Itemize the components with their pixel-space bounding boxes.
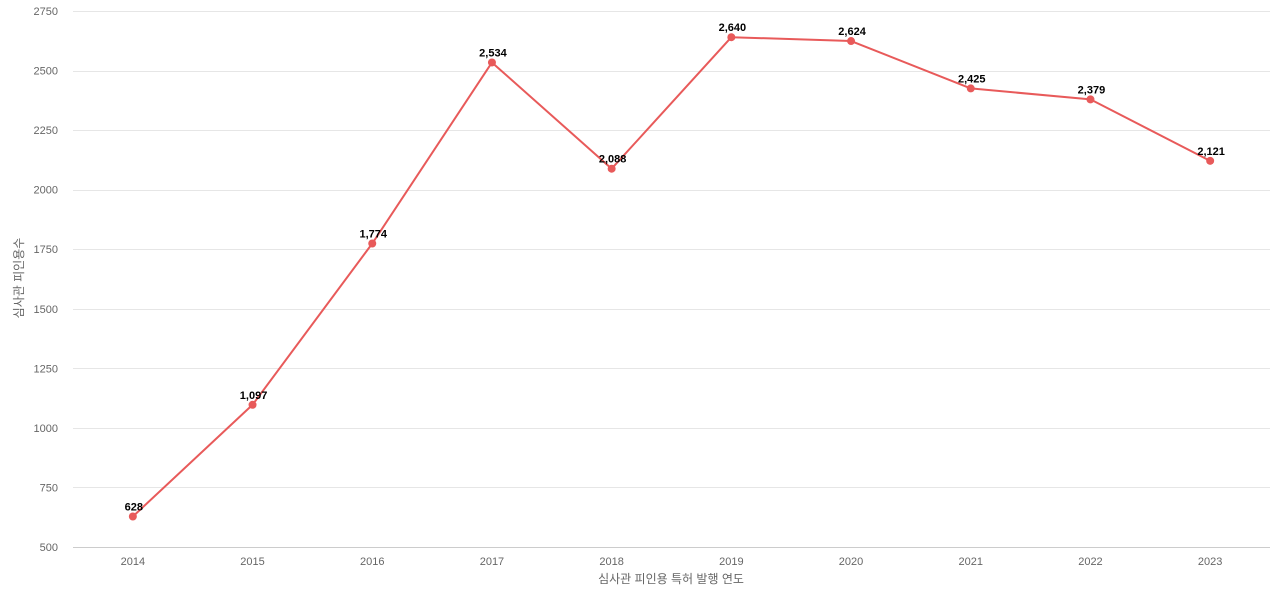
y-axis-title: 심사관 피인용수 [12, 238, 26, 319]
x-tick-label: 2022 [1078, 556, 1102, 568]
data-label: 628 [125, 502, 143, 514]
y-tick-label: 1250 [34, 363, 58, 375]
y-tick-label: 1750 [34, 244, 58, 256]
data-label: 2,640 [719, 22, 747, 34]
data-point[interactable] [128, 512, 137, 521]
x-axis-title: 심사관 피인용 특허 발행 연도 [598, 571, 744, 586]
data-point[interactable] [727, 33, 736, 42]
x-tick-label: 2018 [599, 556, 623, 568]
y-axis-ticks: 500 750 1000 1250 1500 1750 2000 2250 2500 2750 [34, 6, 58, 554]
data-point[interactable] [966, 84, 975, 93]
x-tick-label: 2015 [240, 556, 264, 568]
x-tick-label: 2014 [121, 556, 145, 568]
y-tick-label: 2250 [34, 125, 58, 137]
data-label: 2,624 [838, 26, 866, 38]
data-label: 2,088 [599, 154, 627, 166]
data-point[interactable] [1206, 156, 1215, 165]
data-label: 1,774 [359, 229, 387, 241]
grid-layer [73, 11, 1270, 548]
y-tick-label: 750 [40, 482, 58, 494]
series-line [132, 36, 1211, 518]
data-point[interactable] [607, 164, 616, 173]
x-tick-label: 2016 [360, 556, 384, 568]
x-tick-label: 2020 [839, 556, 863, 568]
data-point[interactable] [248, 400, 257, 409]
data-label: 2,379 [1078, 84, 1106, 96]
y-tick-label: 2000 [34, 185, 58, 197]
x-tick-label: 2019 [719, 556, 743, 568]
data-label: 2,534 [479, 47, 507, 59]
data-point[interactable] [487, 58, 496, 67]
x-tick-label: 2017 [480, 556, 504, 568]
data-label: 2,425 [958, 73, 986, 85]
data-point[interactable] [1086, 95, 1095, 104]
x-tick-label: 2023 [1198, 556, 1222, 568]
series-layer [128, 33, 1215, 521]
y-tick-label: 1000 [34, 423, 58, 435]
y-tick-label: 2750 [34, 6, 58, 18]
y-tick-label: 2500 [34, 66, 58, 78]
y-tick-label: 1500 [34, 304, 58, 316]
y-tick-label: 500 [40, 542, 58, 554]
data-labels: 628 1,097 1,774 2,534 2,088 2,640 2,624 2,425 2,… [125, 22, 1225, 513]
data-label: 1,097 [240, 390, 268, 402]
x-tick-label: 2021 [959, 556, 983, 568]
x-axis-ticks: 2014 2015 2016 2017 2018 2019 2020 2021 2022 2023 [121, 556, 1223, 568]
data-point[interactable] [847, 37, 856, 46]
data-label: 2,121 [1197, 146, 1225, 158]
data-point[interactable] [368, 239, 377, 248]
